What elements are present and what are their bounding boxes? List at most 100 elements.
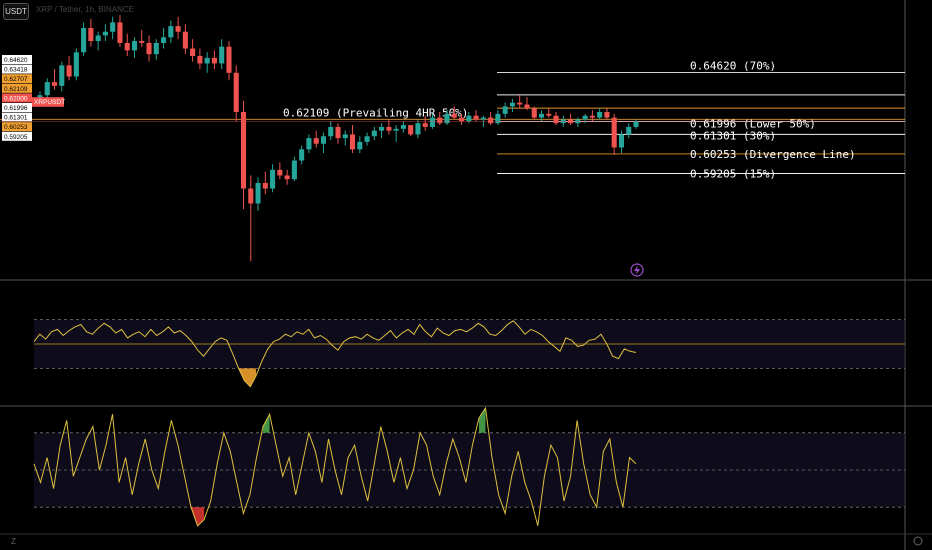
candle-body: [546, 113, 552, 116]
candle-body: [270, 169, 276, 189]
candle-body: [342, 134, 348, 139]
candle-body: [59, 65, 65, 86]
icons[interactable]: Z: [11, 263, 923, 546]
z-icon: Z: [11, 537, 16, 546]
candle-body: [124, 42, 130, 51]
candle-body: [488, 117, 494, 124]
candle-body: [415, 123, 421, 135]
candle-body: [306, 138, 312, 150]
candle-body: [473, 115, 479, 120]
candle-body: [538, 113, 545, 118]
zone-fill: [191, 507, 205, 526]
zone-fill: [238, 368, 257, 387]
rsi-pane: [33, 319, 905, 388]
candle-body: [597, 112, 603, 118]
lightning-bolt-glyph: [634, 265, 640, 275]
candle-body: [88, 28, 94, 42]
currency-button[interactable]: USDT: [3, 3, 29, 20]
level-label: 0.60253 (Divergence Line): [690, 148, 856, 161]
candle-body: [480, 117, 486, 120]
candle-body: [604, 112, 610, 118]
candle-body: [161, 37, 167, 43]
candle-body: [400, 125, 406, 129]
price-tag: [2, 103, 32, 112]
candle-body: [240, 112, 247, 189]
candle-body: [110, 22, 116, 32]
candle-body: [328, 126, 334, 137]
candle-body: [451, 113, 457, 118]
lightning-icon: [630, 263, 644, 277]
symbol-tag: [32, 97, 64, 107]
candle-body: [51, 82, 58, 86]
price-tag-value: 0.61301: [4, 115, 28, 122]
candle-body: [357, 141, 363, 150]
price-tag-value: 0.59205: [4, 134, 28, 141]
price-scale[interactable]: 0.64620 0.63418 0.62707 0.62109 0.62000 0.619…: [0, 55, 905, 141]
gear-icon: [913, 536, 923, 546]
candle-body: [589, 115, 595, 118]
candle-body: [248, 188, 254, 204]
level-label: 0.62109 (Prevailing 4HR 50%): [283, 106, 468, 119]
candle-body: [73, 52, 79, 77]
candle-body: [219, 46, 225, 64]
candle-body: [611, 117, 617, 148]
candle-body: [262, 182, 268, 189]
price-tag: [2, 64, 32, 74]
candle-body: [211, 57, 217, 64]
oscillator-line: [33, 406, 637, 527]
candle-body: [364, 136, 370, 142]
candle-body: [466, 115, 472, 122]
price-tag-value: 0.63418: [4, 67, 28, 74]
candle-body: [146, 42, 152, 55]
oscillator-line: [33, 320, 637, 388]
candle-body: [313, 138, 319, 144]
candle-body: [299, 149, 305, 161]
candle-body: [408, 125, 414, 135]
candle-body: [626, 126, 632, 135]
candle-body: [277, 169, 283, 176]
candle-body: [531, 108, 537, 118]
pair-title: XRP / Tether, 1h, BINANCE: [36, 5, 134, 14]
candle-body: [429, 117, 436, 127]
candle-body: [175, 26, 181, 32]
candle-body: [393, 128, 399, 131]
candle-body: [168, 26, 174, 38]
level-label: 0.59205 (15%): [690, 168, 776, 181]
horizontal-levels[interactable]: 0.64620 (70%) 0.62109 (Prevailing 4HR 50%…: [0, 59, 905, 181]
symbol-tag-label: XRPUSDT: [34, 99, 65, 106]
stoch-pane: [33, 406, 905, 527]
price-tag-value: 0.61996: [4, 105, 28, 112]
price-tag: [2, 131, 32, 141]
candle-body: [95, 35, 101, 42]
price-tag: [2, 112, 32, 122]
candle-body: [226, 46, 232, 73]
level-label: 0.61301 (30%): [690, 129, 776, 142]
price-tag-value: 0.62109: [4, 86, 28, 93]
candle-body: [444, 113, 450, 124]
candle-body: [197, 56, 203, 64]
price-tag: [2, 55, 32, 64]
candle-body: [131, 41, 138, 51]
price-tag: [2, 93, 32, 103]
candle-body: [117, 22, 123, 43]
candle-body: [182, 31, 188, 49]
price-tag-value: 0.60253: [4, 124, 28, 131]
candle-body: [379, 126, 385, 131]
price-tag-value: 0.62000: [4, 95, 28, 102]
price-tag-value: 0.62707: [4, 76, 28, 83]
price-tag: [2, 122, 32, 132]
candle-body: [437, 117, 443, 124]
price-tag-value: 0.64620: [4, 57, 28, 64]
candle-body: [386, 126, 392, 131]
candle-body: [153, 42, 159, 55]
candle-body: [291, 160, 297, 180]
candle-body: [459, 117, 465, 122]
price-tag: [2, 74, 32, 84]
candle-body: [102, 31, 108, 36]
candle-body: [422, 123, 428, 127]
candle-body: [320, 136, 327, 144]
candle-body: [255, 182, 261, 204]
price-tag: [2, 83, 32, 93]
candle-body: [371, 130, 377, 137]
